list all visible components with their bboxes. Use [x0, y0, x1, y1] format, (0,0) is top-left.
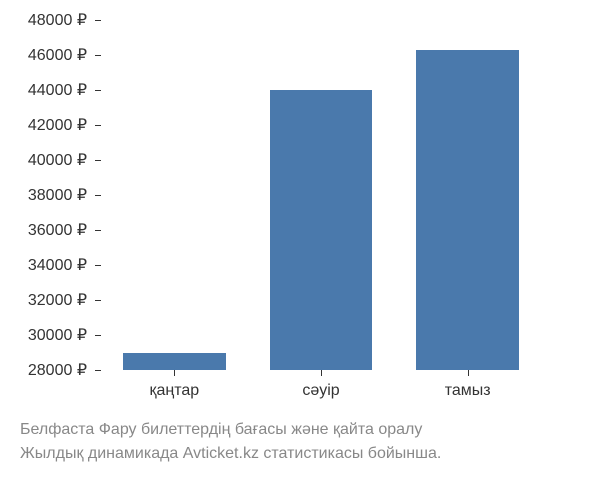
caption-line-1: Белфаста Фару билеттердің бағасы және қа… — [20, 418, 441, 442]
x-tick-label: сәуір — [302, 382, 339, 400]
y-tick-label: 30000 ₽ — [28, 325, 87, 345]
bar — [416, 50, 519, 370]
x-axis: қаңтар сәуір тамыз — [101, 370, 541, 410]
y-axis: 28000 ₽30000 ₽32000 ₽34000 ₽36000 ₽38000… — [0, 20, 95, 370]
bar — [123, 353, 226, 371]
x-tick-label: тамыз — [445, 382, 491, 400]
x-tick-mark — [468, 370, 469, 376]
caption-line-2: Жылдық динамикада Avticket.kz статистика… — [20, 442, 441, 466]
y-tick-label: 40000 ₽ — [28, 150, 87, 170]
y-tick-label: 34000 ₽ — [28, 255, 87, 275]
y-tick-label: 46000 ₽ — [28, 45, 87, 65]
y-tick-label: 32000 ₽ — [28, 290, 87, 310]
chart-caption: Белфаста Фару билеттердің бағасы және қа… — [20, 418, 441, 466]
bar — [270, 90, 373, 370]
x-tick-mark — [174, 370, 175, 376]
y-tick-label: 38000 ₽ — [28, 185, 87, 205]
y-tick-label: 44000 ₽ — [28, 80, 87, 100]
y-tick-label: 42000 ₽ — [28, 115, 87, 135]
plot-area — [101, 20, 541, 370]
x-tick-mark — [321, 370, 322, 376]
bar-chart: 28000 ₽ 30000 ₽ 32000 ₽ 34000 ₽ 36000 ₽ 38000… — [0, 20, 600, 400]
y-tick-label: 36000 ₽ — [28, 220, 87, 240]
y-tick-label: 48000 ₽ — [28, 10, 87, 30]
y-tick-label: 28000 ₽ — [28, 360, 87, 380]
x-tick-label: қаңтар — [149, 382, 199, 400]
